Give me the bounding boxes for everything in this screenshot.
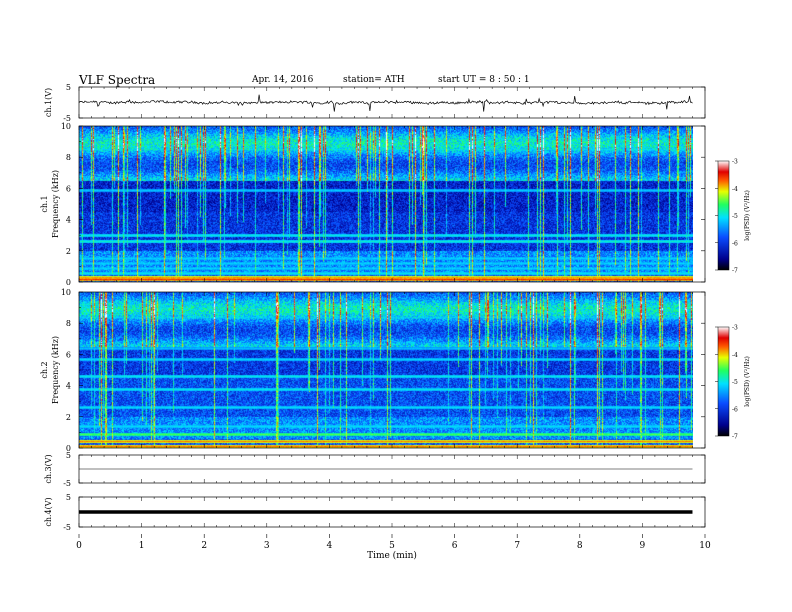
- ch1_spec-ytick-label: 8: [66, 153, 71, 162]
- x-tick-label: 0: [76, 541, 82, 551]
- ch1_spec-colorbar-tick-label: -3: [732, 159, 738, 166]
- ch2_spec-ytick-label: 4: [66, 382, 71, 391]
- ch2_spec-colorbar-label: log(PSD) (V²/Hz): [744, 356, 751, 407]
- x-tick-label: 2: [201, 541, 207, 551]
- ch2_spec-colorbar-tick-label: -7: [732, 434, 738, 441]
- ch4_wave-ylabel: ch.4(V): [44, 497, 53, 526]
- x-tick-label: 4: [327, 541, 333, 551]
- ch2_spec-colorbar-tick-label: -6: [732, 406, 738, 413]
- ch1_spec-colorbar-tick-label: -4: [732, 186, 738, 193]
- x-tick-label: 1: [139, 541, 145, 551]
- ch1_spec-ytick-label: 4: [66, 216, 71, 225]
- ch2_spec-ytick-label: 8: [66, 319, 71, 328]
- ch1_spec-ytick-label: 0: [66, 278, 71, 287]
- ch1_spec-ylabel-channel: ch.1: [40, 195, 49, 212]
- ch1_spec-ytick-label: 10: [61, 122, 71, 131]
- x-tick-label: 5: [389, 541, 395, 551]
- ch4_wave-ytick-label: 5: [66, 493, 71, 502]
- ch2_spec-ylabel-channel: ch.2: [40, 361, 49, 378]
- ch3_wave-ylabel: ch.3(V): [44, 454, 53, 483]
- ch2_spec-colorbar-tick-label: -3: [732, 325, 738, 332]
- ch1_wave-ytick-label: -5: [63, 114, 71, 123]
- ch1_spec-colorbar-tick-label: -5: [732, 213, 738, 220]
- x-axis-label: Time (min): [367, 550, 417, 561]
- x-tick-label: 6: [452, 541, 458, 551]
- ch1_wave-series-line: [78, 94, 693, 112]
- ch2_spec-colorbar: [717, 326, 730, 437]
- ch1_wave-ytick-label: 5: [66, 83, 71, 92]
- ch4_wave-ytick-label: -5: [63, 523, 71, 532]
- date-label: Apr. 14, 2016: [252, 75, 314, 85]
- ch1_spec-ytick-label: 2: [66, 247, 71, 256]
- start-time-label: start UT = 8 : 50 : 1: [438, 75, 530, 85]
- ch1_spec-colorbar-tick-label: -7: [732, 268, 738, 275]
- x-tick-label: 7: [514, 541, 520, 551]
- ch3_wave-ytick-label: -5: [63, 479, 71, 488]
- x-tick-label: 9: [640, 541, 646, 551]
- ch3_wave-ytick-label: 5: [66, 451, 71, 460]
- ch2_spec-ytick-label: 0: [66, 444, 71, 453]
- ch2_spec-colorbar-tick-label: -5: [732, 379, 738, 386]
- ch2_spec-ytick-label: 10: [61, 288, 71, 297]
- ch1_spec-ytick-label: 6: [66, 184, 71, 193]
- ch2_spec-ylabel: Frequency (kHz): [51, 336, 60, 404]
- ch2_spec-ytick-label: 2: [66, 413, 71, 422]
- x-tick-label: 10: [699, 541, 711, 551]
- ch1_spec-ylabel: Frequency (kHz): [51, 170, 60, 238]
- ch2_spec-spectrogram-image: [79, 292, 693, 448]
- ch2_spec-ytick-label: 6: [66, 350, 71, 359]
- station-label: station= ATH: [343, 75, 405, 85]
- ch1_spec-colorbar-tick-label: -6: [732, 240, 738, 247]
- x-tick-label: 3: [264, 541, 270, 551]
- ch1_spec-colorbar-label: log(PSD) (V²/Hz): [744, 190, 751, 241]
- ch2_spec-colorbar-tick-label: -4: [732, 352, 738, 359]
- ch1_wave-ylabel: ch.1(V): [44, 88, 53, 117]
- x-tick-label: 8: [577, 541, 583, 551]
- ch1_spec-spectrogram-image: [79, 126, 693, 282]
- chart-title: VLF Spectra: [79, 73, 156, 87]
- ch1_spec-colorbar: [717, 160, 730, 271]
